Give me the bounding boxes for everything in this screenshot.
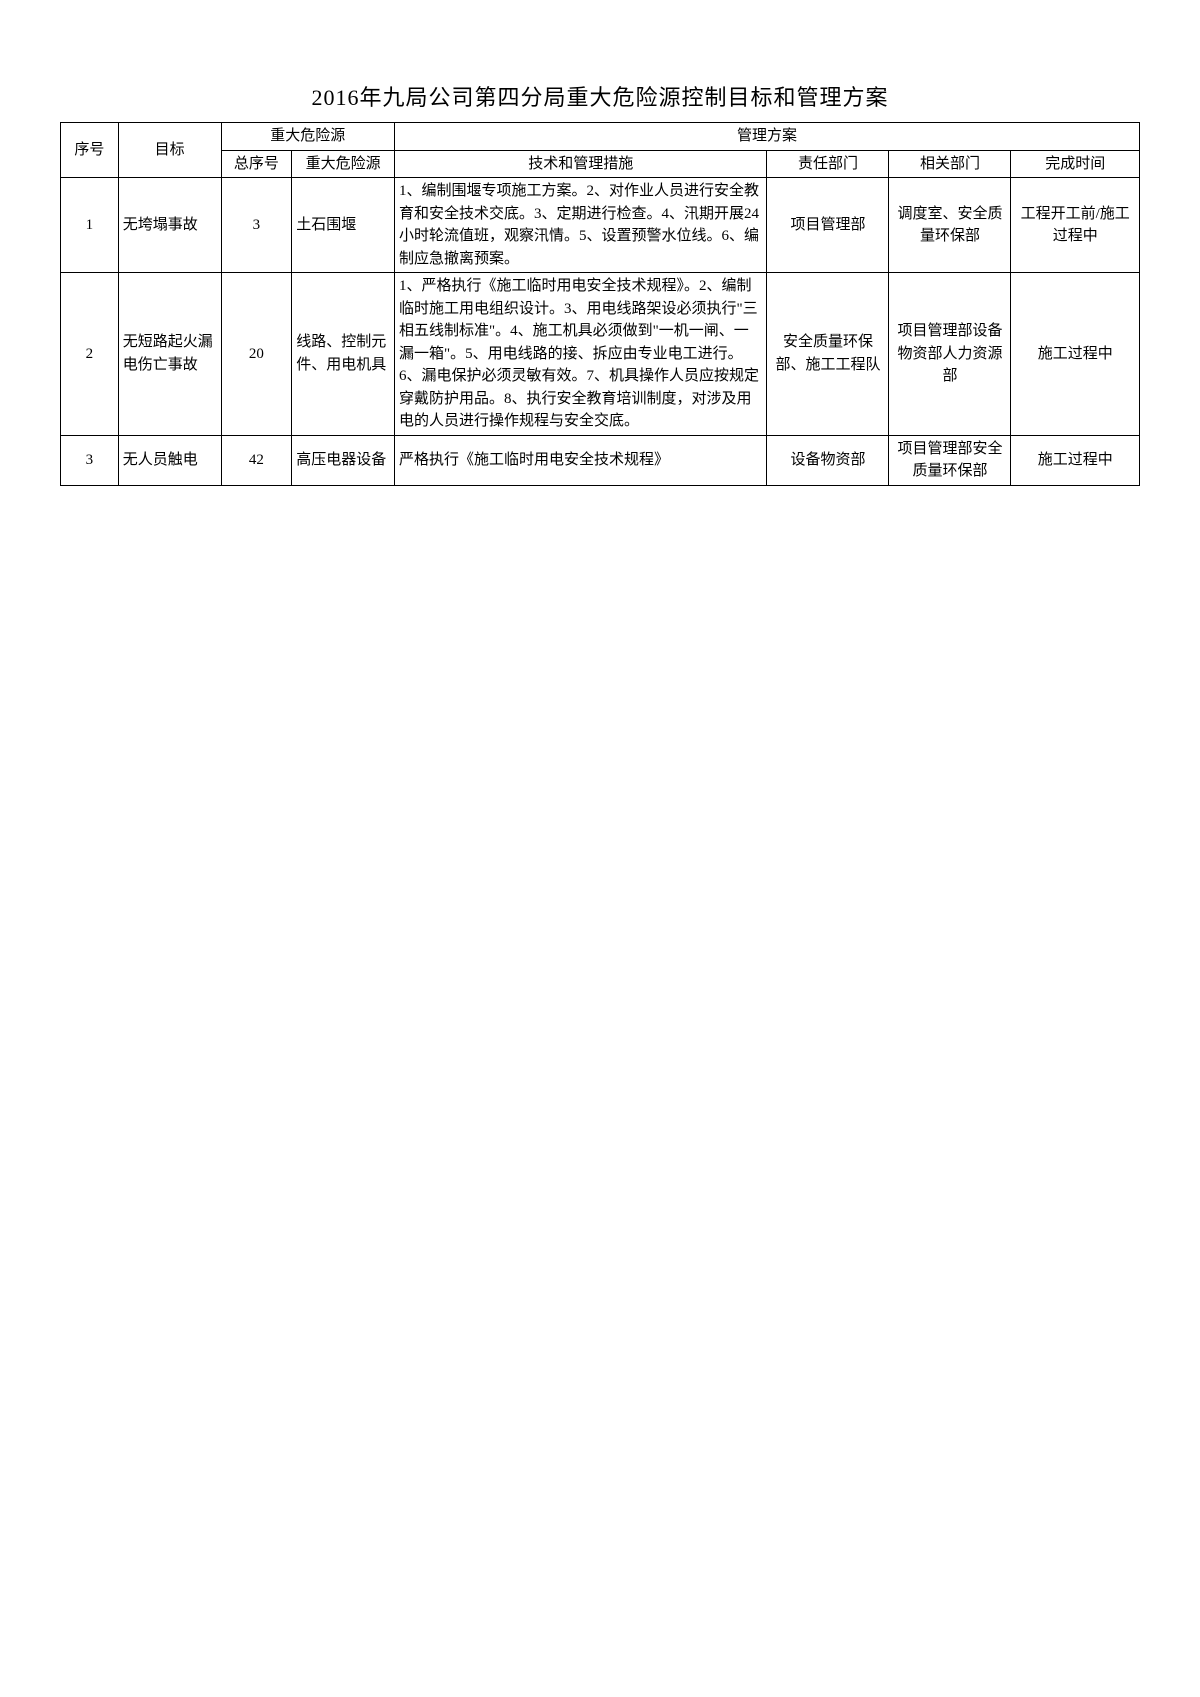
cell-time: 施工过程中	[1011, 435, 1140, 485]
header-resp-dept: 责任部门	[767, 150, 889, 178]
cell-rel-dept: 项目管理部安全质量环保部	[889, 435, 1011, 485]
cell-resp-dept: 设备物资部	[767, 435, 889, 485]
cell-measures: 严格执行《施工临时用电安全技术规程》	[394, 435, 766, 485]
cell-total-seq: 3	[221, 178, 292, 273]
cell-total-seq: 42	[221, 435, 292, 485]
cell-rel-dept: 调度室、安全质量环保部	[889, 178, 1011, 273]
cell-target: 无人员触电	[118, 435, 221, 485]
header-rel-dept: 相关部门	[889, 150, 1011, 178]
cell-hazard: 高压电器设备	[292, 435, 395, 485]
table-header-row-2: 总序号 重大危险源 技术和管理措施 责任部门 相关部门 完成时间	[61, 150, 1140, 178]
header-measures: 技术和管理措施	[394, 150, 766, 178]
table-row: 1 无垮塌事故 3 土石围堰 1、编制围堰专项施工方案。2、对作业人员进行安全教…	[61, 178, 1140, 273]
cell-seq: 1	[61, 178, 119, 273]
cell-total-seq: 20	[221, 273, 292, 436]
cell-rel-dept: 项目管理部设备物资部人力资源部	[889, 273, 1011, 436]
cell-hazard: 土石围堰	[292, 178, 395, 273]
cell-target: 无垮塌事故	[118, 178, 221, 273]
header-time: 完成时间	[1011, 150, 1140, 178]
cell-time: 施工过程中	[1011, 273, 1140, 436]
header-plan-group: 管理方案	[394, 123, 1139, 151]
cell-resp-dept: 安全质量环保部、施工工程队	[767, 273, 889, 436]
hazard-control-table: 序号 目标 重大危险源 管理方案 总序号 重大危险源 技术和管理措施 责任部门 …	[60, 122, 1140, 486]
table-row: 3 无人员触电 42 高压电器设备 严格执行《施工临时用电安全技术规程》 设备物…	[61, 435, 1140, 485]
cell-seq: 3	[61, 435, 119, 485]
header-total-seq: 总序号	[221, 150, 292, 178]
document-title: 2016年九局公司第四分局重大危险源控制目标和管理方案	[60, 80, 1140, 112]
cell-target: 无短路起火漏电伤亡事故	[118, 273, 221, 436]
cell-time: 工程开工前/施工过程中	[1011, 178, 1140, 273]
cell-resp-dept: 项目管理部	[767, 178, 889, 273]
cell-seq: 2	[61, 273, 119, 436]
header-target: 目标	[118, 123, 221, 178]
header-seq: 序号	[61, 123, 119, 178]
header-hazard: 重大危险源	[292, 150, 395, 178]
cell-measures: 1、严格执行《施工临时用电安全技术规程》。2、编制临时施工用电组织设计。3、用电…	[394, 273, 766, 436]
header-hazard-group: 重大危险源	[221, 123, 394, 151]
table-row: 2 无短路起火漏电伤亡事故 20 线路、控制元件、用电机具 1、严格执行《施工临…	[61, 273, 1140, 436]
table-header-row-1: 序号 目标 重大危险源 管理方案	[61, 123, 1140, 151]
cell-hazard: 线路、控制元件、用电机具	[292, 273, 395, 436]
cell-measures: 1、编制围堰专项施工方案。2、对作业人员进行安全教育和安全技术交底。3、定期进行…	[394, 178, 766, 273]
